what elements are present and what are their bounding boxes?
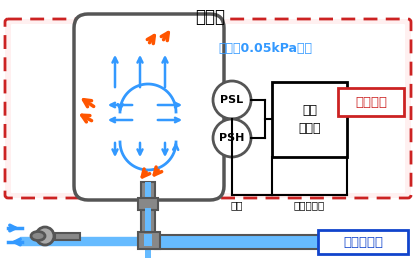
Text: 電源: 電源 [231,200,243,210]
Bar [138,198,158,210]
Text: 非危険場所: 非危険場所 [343,236,383,249]
Circle shape [36,227,54,245]
Bar [145,208,151,258]
Bar [55,233,80,240]
Bar [141,182,155,202]
FancyBboxPatch shape [74,14,224,200]
FancyBboxPatch shape [11,24,405,193]
Circle shape [213,81,251,119]
Bar [141,208,155,243]
Text: 監視盤電源: 監視盤電源 [294,200,325,210]
Text: PSL: PSL [220,95,244,105]
Bar [272,82,347,157]
Text: 通風式: 通風式 [195,8,225,26]
Bar [20,237,138,245]
Ellipse shape [31,231,45,240]
Bar [338,88,404,116]
FancyBboxPatch shape [5,19,411,198]
Bar [145,182,151,220]
Bar [144,234,152,246]
Text: 保護
監視盤: 保護 監視盤 [298,104,321,135]
Bar [318,230,408,254]
Text: 内圧：0.05kPa以上: 内圧：0.05kPa以上 [218,42,312,55]
Text: 危険場所: 危険場所 [355,95,387,108]
Bar [155,235,380,249]
Text: PSH: PSH [219,133,245,143]
Circle shape [213,119,251,157]
Bar [138,232,160,249]
